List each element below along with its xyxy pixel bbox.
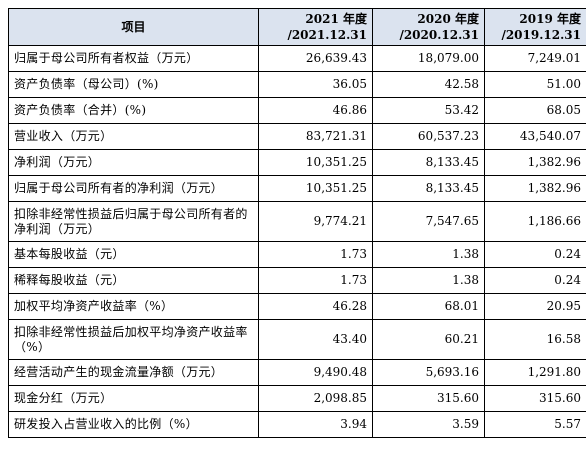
value-2019: 51.00 bbox=[484, 71, 586, 98]
value-2021: 36.05 bbox=[258, 71, 373, 98]
value-2021: 43.40 bbox=[258, 319, 373, 360]
table-body: 归属于母公司所有者权益（万元） 26,639.43 18,079.00 7,24… bbox=[8, 45, 586, 438]
value-2020: 8,133.45 bbox=[372, 149, 485, 176]
value-2021: 9,774.21 bbox=[258, 201, 373, 242]
value-2019: 20.95 bbox=[484, 293, 586, 320]
value-2019: 1,186.66 bbox=[484, 201, 586, 242]
value-2020: 1.38 bbox=[372, 241, 485, 268]
row-label: 扣除非经常性损益后加权平均净资产收益率（%） bbox=[8, 319, 259, 360]
row-label: 营业收入（万元） bbox=[8, 123, 259, 150]
row-label: 基本每股收益（元） bbox=[8, 241, 259, 268]
value-2020: 3.59 bbox=[372, 411, 485, 438]
value-2020: 7,547.65 bbox=[372, 201, 485, 242]
table-row: 加权平均净资产收益率（%） 46.28 68.01 20.95 bbox=[8, 293, 586, 320]
row-label: 扣除非经常性损益后归属于母公司所有者的净利润（万元） bbox=[8, 201, 259, 242]
value-2019: 7,249.01 bbox=[484, 45, 586, 72]
row-label: 归属于母公司所有者权益（万元） bbox=[8, 45, 259, 72]
value-2019: 1,291.80 bbox=[484, 359, 586, 386]
row-label: 加权平均净资产收益率（%） bbox=[8, 293, 259, 320]
value-2019: 43,540.07 bbox=[484, 123, 586, 150]
row-label: 现金分红（万元） bbox=[8, 385, 259, 412]
value-2021: 2,098.85 bbox=[258, 385, 373, 412]
financial-data-table: 项目 2021 年度 /2021.12.31 2020 年度 /2020.12.… bbox=[8, 8, 586, 438]
header-year-date: /2019.12.31 bbox=[501, 28, 581, 42]
value-2020: 42.58 bbox=[372, 71, 485, 98]
value-2021: 3.94 bbox=[258, 411, 373, 438]
row-label: 资产负债率（母公司）(%) bbox=[8, 71, 259, 98]
table-header: 项目 2021 年度 /2021.12.31 2020 年度 /2020.12.… bbox=[8, 8, 586, 46]
value-2019: 16.58 bbox=[484, 319, 586, 360]
value-2021: 1.73 bbox=[258, 241, 373, 268]
value-2021: 10,351.25 bbox=[258, 149, 373, 176]
value-2020: 8,133.45 bbox=[372, 175, 485, 202]
value-2019: 315.60 bbox=[484, 385, 586, 412]
table-row: 归属于母公司所有者权益（万元） 26,639.43 18,079.00 7,24… bbox=[8, 45, 586, 72]
value-2019: 0.24 bbox=[484, 267, 586, 294]
header-year-label: 2021 年度 bbox=[305, 12, 367, 26]
table-row: 净利润（万元） 10,351.25 8,133.45 1,382.96 bbox=[8, 149, 586, 176]
table-row: 现金分红（万元） 2,098.85 315.60 315.60 bbox=[8, 385, 586, 412]
table-row: 归属于母公司所有者的净利润（万元） 10,351.25 8,133.45 1,3… bbox=[8, 175, 586, 202]
value-2020: 5,693.16 bbox=[372, 359, 485, 386]
value-2020: 53.42 bbox=[372, 97, 485, 124]
value-2019: 1,382.96 bbox=[484, 175, 586, 202]
value-2019: 68.05 bbox=[484, 97, 586, 124]
value-2020: 315.60 bbox=[372, 385, 485, 412]
header-year-2019: 2019 年度 /2019.12.31 bbox=[484, 8, 586, 46]
table-row: 资产负债率（合并）(%) 46.86 53.42 68.05 bbox=[8, 97, 586, 124]
value-2021: 83,721.31 bbox=[258, 123, 373, 150]
value-2021: 46.28 bbox=[258, 293, 373, 320]
header-row: 项目 2021 年度 /2021.12.31 2020 年度 /2020.12.… bbox=[8, 8, 586, 46]
header-item: 项目 bbox=[8, 8, 259, 46]
header-year-label: 2019 年度 bbox=[519, 12, 581, 26]
table-row: 经营活动产生的现金流量净额（万元） 9,490.48 5,693.16 1,29… bbox=[8, 359, 586, 386]
row-label: 归属于母公司所有者的净利润（万元） bbox=[8, 175, 259, 202]
table-row: 营业收入（万元） 83,721.31 60,537.23 43,540.07 bbox=[8, 123, 586, 150]
value-2021: 10,351.25 bbox=[258, 175, 373, 202]
table-row: 扣除非经常性损益后加权平均净资产收益率（%） 43.40 60.21 16.58 bbox=[8, 319, 586, 360]
value-2021: 46.86 bbox=[258, 97, 373, 124]
value-2020: 18,079.00 bbox=[372, 45, 485, 72]
value-2019: 1,382.96 bbox=[484, 149, 586, 176]
value-2019: 5.57 bbox=[484, 411, 586, 438]
table-row: 扣除非经常性损益后归属于母公司所有者的净利润（万元） 9,774.21 7,54… bbox=[8, 201, 586, 242]
table-row: 基本每股收益（元） 1.73 1.38 0.24 bbox=[8, 241, 586, 268]
value-2021: 26,639.43 bbox=[258, 45, 373, 72]
header-year-date: /2020.12.31 bbox=[399, 28, 479, 42]
row-label: 研发投入占营业收入的比例（%） bbox=[8, 411, 259, 438]
header-year-date: /2021.12.31 bbox=[287, 28, 367, 42]
table-row: 研发投入占营业收入的比例（%） 3.94 3.59 5.57 bbox=[8, 411, 586, 438]
row-label: 经营活动产生的现金流量净额（万元） bbox=[8, 359, 259, 386]
value-2020: 60.21 bbox=[372, 319, 485, 360]
table-row: 稀释每股收益（元） 1.73 1.38 0.24 bbox=[8, 267, 586, 294]
header-year-2020: 2020 年度 /2020.12.31 bbox=[372, 8, 485, 46]
value-2019: 0.24 bbox=[484, 241, 586, 268]
value-2020: 68.01 bbox=[372, 293, 485, 320]
value-2020: 60,537.23 bbox=[372, 123, 485, 150]
table-row: 资产负债率（母公司）(%) 36.05 42.58 51.00 bbox=[8, 71, 586, 98]
header-year-label: 2020 年度 bbox=[417, 12, 479, 26]
row-label: 稀释每股收益（元） bbox=[8, 267, 259, 294]
row-label: 资产负债率（合并）(%) bbox=[8, 97, 259, 124]
value-2021: 9,490.48 bbox=[258, 359, 373, 386]
row-label: 净利润（万元） bbox=[8, 149, 259, 176]
value-2021: 1.73 bbox=[258, 267, 373, 294]
header-year-2021: 2021 年度 /2021.12.31 bbox=[258, 8, 373, 46]
value-2020: 1.38 bbox=[372, 267, 485, 294]
